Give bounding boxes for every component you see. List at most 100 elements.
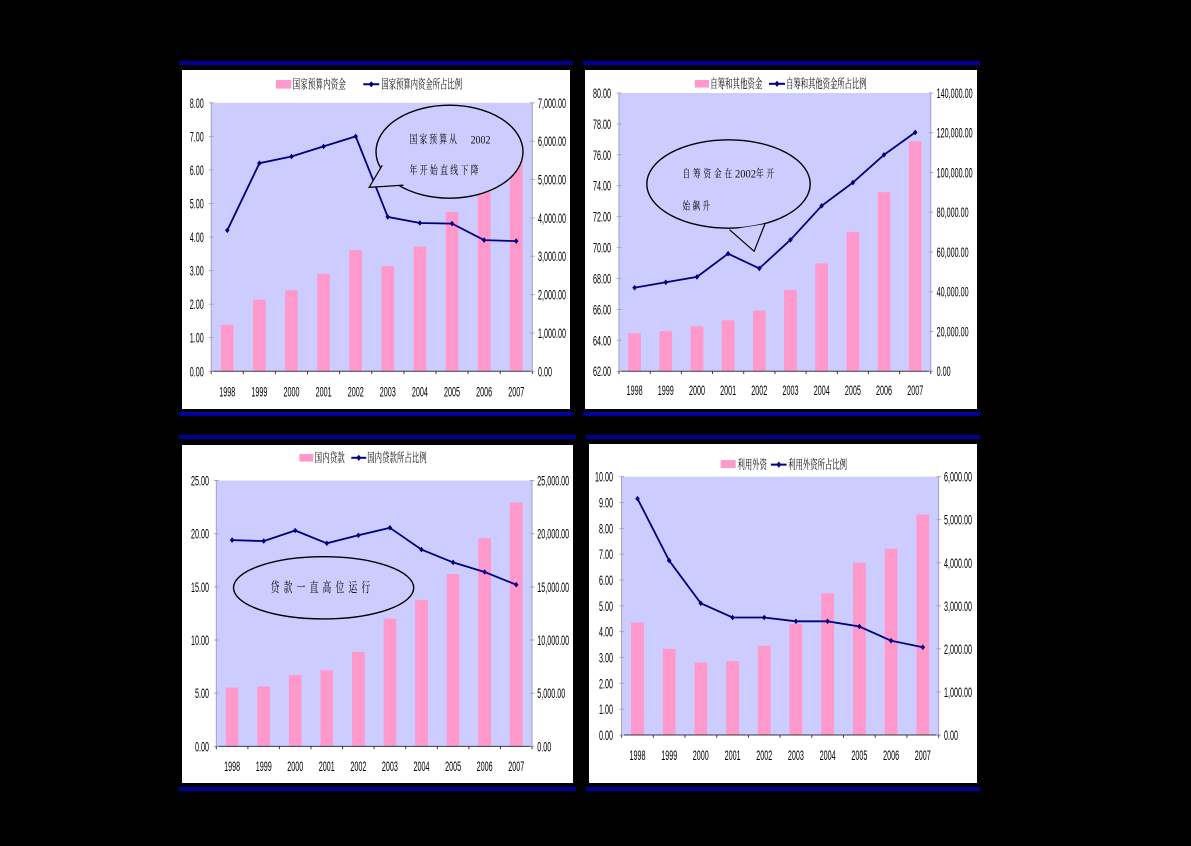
svg-text:6.00: 6.00 xyxy=(190,162,204,178)
svg-text:0.00: 0.00 xyxy=(190,363,204,379)
svg-text:3,000.00: 3,000.00 xyxy=(944,598,972,614)
svg-text:2006: 2006 xyxy=(876,382,892,398)
svg-text:20,000.00: 20,000.00 xyxy=(937,323,969,339)
svg-text:1999: 1999 xyxy=(251,384,267,400)
svg-text:2006: 2006 xyxy=(477,758,493,774)
svg-text:140,000.00: 140,000.00 xyxy=(937,85,973,101)
svg-text:62.00: 62.00 xyxy=(593,363,611,379)
svg-text:2004: 2004 xyxy=(820,747,836,763)
svg-text:2002: 2002 xyxy=(735,169,756,181)
svg-text:5,000.00: 5,000.00 xyxy=(538,172,566,188)
svg-text:2002: 2002 xyxy=(471,133,491,147)
svg-text:0.00: 0.00 xyxy=(937,363,951,379)
svg-text:2002: 2002 xyxy=(348,384,364,400)
svg-text:1998: 1998 xyxy=(627,382,643,398)
svg-text:6,000.00: 6,000.00 xyxy=(538,133,566,149)
svg-text:0.00: 0.00 xyxy=(944,727,958,743)
svg-text:68.00: 68.00 xyxy=(593,270,611,286)
svg-text:2007: 2007 xyxy=(915,747,931,763)
svg-text:40,000.00: 40,000.00 xyxy=(937,284,969,300)
svg-text:1,000.00: 1,000.00 xyxy=(944,684,972,700)
svg-text:5,000.00: 5,000.00 xyxy=(944,512,972,528)
svg-text:9.00: 9.00 xyxy=(599,495,613,511)
svg-text:2002: 2002 xyxy=(751,382,767,398)
svg-text:72.00: 72.00 xyxy=(593,209,611,225)
svg-text:5.00: 5.00 xyxy=(195,685,209,701)
svg-text:2004: 2004 xyxy=(414,758,430,774)
svg-text:2002: 2002 xyxy=(350,758,366,774)
svg-text:1,000.00: 1,000.00 xyxy=(538,325,566,341)
svg-text:5.00: 5.00 xyxy=(599,598,613,614)
svg-text:5.00: 5.00 xyxy=(190,196,204,212)
svg-text:0.00: 0.00 xyxy=(599,727,613,743)
svg-text:10,000.00: 10,000.00 xyxy=(537,632,569,648)
svg-text:2003: 2003 xyxy=(788,747,804,763)
svg-text:3,000.00: 3,000.00 xyxy=(538,248,566,264)
svg-text:3.00: 3.00 xyxy=(190,263,204,279)
svg-text:1998: 1998 xyxy=(219,384,235,400)
svg-text:74.00: 74.00 xyxy=(593,178,611,194)
svg-text:2006: 2006 xyxy=(476,384,492,400)
svg-text:10.00: 10.00 xyxy=(191,632,209,648)
svg-text:4,000.00: 4,000.00 xyxy=(538,210,566,226)
svg-text:1999: 1999 xyxy=(658,382,674,398)
svg-text:2000: 2000 xyxy=(689,382,705,398)
svg-text:60,000.00: 60,000.00 xyxy=(937,244,969,260)
svg-text:10.00: 10.00 xyxy=(595,469,613,485)
svg-text:5,000.00: 5,000.00 xyxy=(537,685,565,701)
svg-text:8.00: 8.00 xyxy=(599,520,613,536)
svg-text:120,000.00: 120,000.00 xyxy=(937,125,973,141)
svg-text:4.00: 4.00 xyxy=(190,229,204,245)
svg-text:7.00: 7.00 xyxy=(599,546,613,562)
svg-text:15,000.00: 15,000.00 xyxy=(537,579,569,595)
svg-text:2.00: 2.00 xyxy=(599,675,613,691)
svg-text:20,000.00: 20,000.00 xyxy=(537,526,569,542)
svg-text:15.00: 15.00 xyxy=(191,579,209,595)
svg-text:2007: 2007 xyxy=(907,382,923,398)
svg-text:1998: 1998 xyxy=(630,747,646,763)
svg-text:2005: 2005 xyxy=(445,758,461,774)
svg-text:0.00: 0.00 xyxy=(538,363,552,379)
svg-text:1.00: 1.00 xyxy=(190,330,204,346)
svg-text:2004: 2004 xyxy=(412,384,428,400)
svg-text:66.00: 66.00 xyxy=(593,301,611,317)
svg-text:7,000.00: 7,000.00 xyxy=(538,95,566,111)
svg-text:2005: 2005 xyxy=(851,747,867,763)
svg-text:100,000.00: 100,000.00 xyxy=(937,165,973,181)
svg-text:2005: 2005 xyxy=(845,382,861,398)
svg-text:1998: 1998 xyxy=(224,758,240,774)
svg-text:2002: 2002 xyxy=(756,747,772,763)
svg-text:2003: 2003 xyxy=(382,758,398,774)
svg-text:70.00: 70.00 xyxy=(593,240,611,256)
svg-text:0.00: 0.00 xyxy=(537,738,551,754)
svg-text:2,000.00: 2,000.00 xyxy=(944,641,972,657)
svg-text:3.00: 3.00 xyxy=(599,650,613,666)
svg-text:8.00: 8.00 xyxy=(190,95,204,111)
svg-text:2001: 2001 xyxy=(725,747,741,763)
svg-text:6,000.00: 6,000.00 xyxy=(944,469,972,485)
svg-text:78.00: 78.00 xyxy=(593,116,611,132)
svg-text:2000: 2000 xyxy=(693,747,709,763)
svg-text:2001: 2001 xyxy=(720,382,736,398)
svg-text:0.00: 0.00 xyxy=(195,738,209,754)
svg-text:25,000.00: 25,000.00 xyxy=(537,473,569,489)
svg-text:80.00: 80.00 xyxy=(593,85,611,101)
svg-text:2000: 2000 xyxy=(287,758,303,774)
svg-text:2003: 2003 xyxy=(783,382,799,398)
svg-text:2005: 2005 xyxy=(444,384,460,400)
svg-text:7.00: 7.00 xyxy=(190,128,204,144)
svg-text:2007: 2007 xyxy=(508,758,524,774)
svg-text:2004: 2004 xyxy=(814,382,830,398)
svg-text:2,000.00: 2,000.00 xyxy=(538,287,566,303)
svg-text:1999: 1999 xyxy=(256,758,272,774)
svg-text:2001: 2001 xyxy=(319,758,335,774)
svg-text:1.00: 1.00 xyxy=(599,701,613,717)
svg-text:76.00: 76.00 xyxy=(593,147,611,163)
svg-text:80,000.00: 80,000.00 xyxy=(937,204,969,220)
svg-text:2003: 2003 xyxy=(380,384,396,400)
svg-text:2001: 2001 xyxy=(316,384,332,400)
svg-text:2006: 2006 xyxy=(883,747,899,763)
svg-text:6.00: 6.00 xyxy=(599,572,613,588)
svg-text:20.00: 20.00 xyxy=(191,526,209,542)
svg-text:4,000.00: 4,000.00 xyxy=(944,555,972,571)
